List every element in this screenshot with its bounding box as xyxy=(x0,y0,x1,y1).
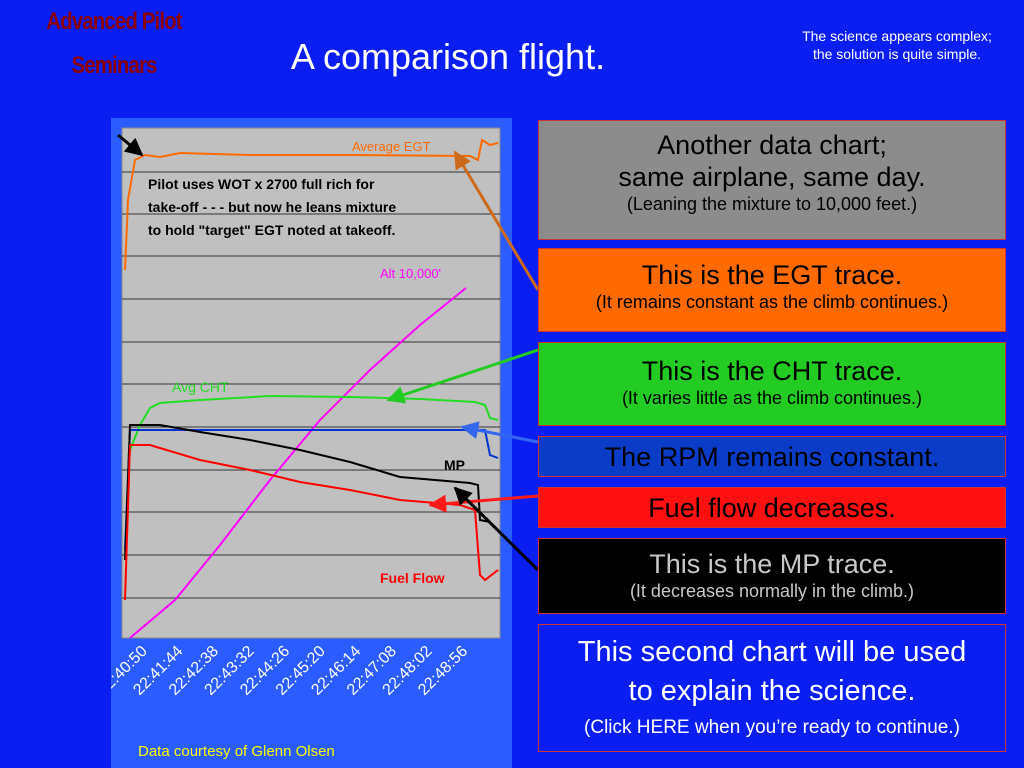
logo-line: Advanced Pilot xyxy=(46,8,182,35)
callout: This is the CHT trace. (It varies little… xyxy=(538,342,1006,426)
arrow xyxy=(453,486,540,572)
trace-label: Average EGT xyxy=(352,139,431,154)
arrow xyxy=(453,150,540,291)
trace-label: Avg CHT xyxy=(172,379,229,395)
rpm-trace xyxy=(124,429,499,551)
arrow xyxy=(386,348,539,404)
callout-line: (It decreases normally in the climb.) xyxy=(629,581,915,601)
callout-line: This is the MP trace. xyxy=(649,549,895,579)
callout-line: This is the EGT trace. xyxy=(641,260,903,290)
callout: Another data chart; same airplane, same … xyxy=(538,120,1006,240)
arrow xyxy=(460,421,539,444)
cht-trace xyxy=(127,394,499,456)
callout: This is the EGT trace. (It remains const… xyxy=(538,248,1006,332)
tagline-line: The science appears complex; xyxy=(802,28,992,44)
callout-line: (Leaning the mixture to 10,000 feet.) xyxy=(626,194,918,214)
arrow xyxy=(117,133,144,157)
grid xyxy=(122,171,500,599)
annotation: Pilot uses WOT x 2700 full rich for xyxy=(148,176,375,192)
annotation: take-off - - - but now he leans mixture xyxy=(148,199,396,215)
callout-line: This is the CHT trace. xyxy=(641,356,903,386)
tagline-line: the solution is quite simple. xyxy=(812,46,982,62)
continue-link[interactable]: This second chart will be used to explai… xyxy=(538,624,1006,752)
callout-line: The RPM remains constant. xyxy=(604,442,940,472)
callout: Fuel flow decreases. xyxy=(538,487,1006,528)
callout-line: (It remains constant as the climb contin… xyxy=(595,292,949,312)
egt-trace xyxy=(124,138,499,271)
ff-trace xyxy=(124,444,499,601)
callout-line: Fuel flow decreases. xyxy=(648,493,896,523)
callout: This is the MP trace. (It decreases norm… xyxy=(538,538,1006,614)
arrows xyxy=(117,133,540,572)
trace-label: MP xyxy=(444,457,465,473)
callout: The RPM remains constant. xyxy=(538,436,1006,477)
arrow xyxy=(428,494,539,513)
callout-line: same airplane, same day. xyxy=(618,162,926,192)
trace-label: Alt 10,000' xyxy=(380,266,441,281)
credit: Data courtesy of Glenn Olsen xyxy=(138,743,335,760)
tagline: The science appears complex; the solutio… xyxy=(770,27,1024,63)
callout-line: (Click HERE when you’re ready to continu… xyxy=(584,717,960,738)
callout-line: This second chart will be used xyxy=(577,636,967,668)
callout-line: (It varies little as the climb continues… xyxy=(621,388,923,408)
slide-title: A comparison flight. xyxy=(290,36,606,77)
callout-line: Another data chart; xyxy=(657,130,887,160)
mp-trace xyxy=(124,424,491,561)
trace-label: Fuel Flow xyxy=(380,570,445,586)
callout-line: to explain the science. xyxy=(628,675,916,707)
annotation: to hold "target" EGT noted at takeoff. xyxy=(148,222,395,238)
logo-line: Seminars xyxy=(71,52,157,79)
traces xyxy=(124,138,499,639)
